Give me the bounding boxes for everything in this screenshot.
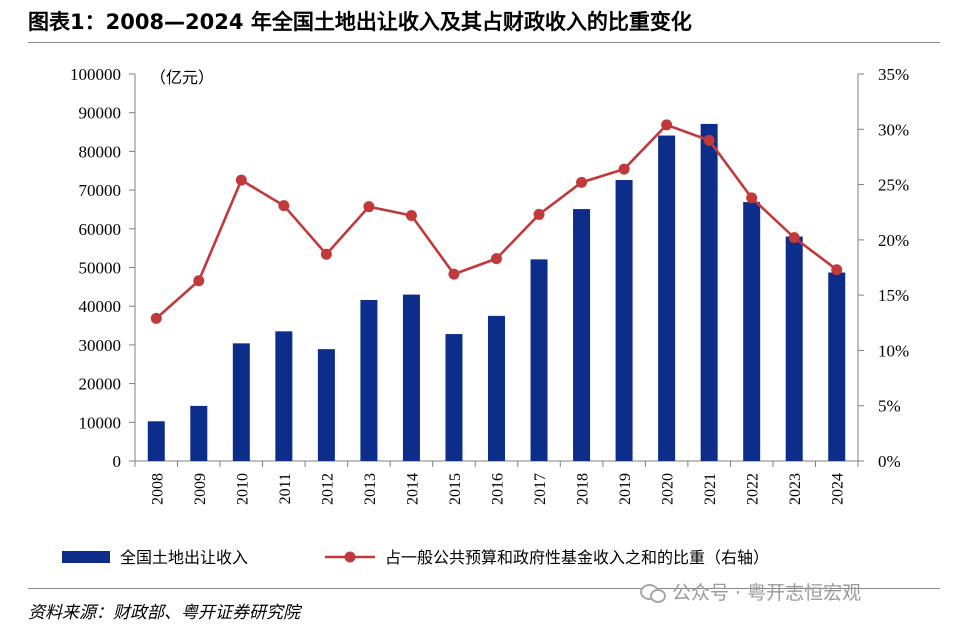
legend-swatch-marker (344, 551, 356, 563)
line-point (235, 174, 247, 186)
left-tick-label: 10000 (79, 413, 122, 432)
bar (828, 272, 846, 461)
title-divider (28, 42, 940, 43)
line-point (363, 201, 375, 213)
legend-label-line: 占一般公共预算和政府性基金收入之和的比重（右轴） (385, 548, 769, 567)
bar (445, 334, 463, 461)
left-tick-label: 100000 (70, 65, 121, 84)
x-tick-label: 2017 (532, 473, 549, 505)
right-tick-label: 30% (878, 120, 909, 139)
bar (147, 421, 165, 461)
line-path (155, 123, 838, 320)
line-point (278, 200, 290, 212)
line-point (150, 312, 162, 324)
bar (615, 180, 633, 461)
axes: 0 10000 20000 30000 40000 50000 60000 70000 8000… (70, 65, 909, 505)
x-tick-label: 2023 (787, 473, 804, 505)
line-series (150, 119, 843, 324)
bar (700, 123, 718, 461)
watermark: 公众号 · 粤开志恒宏观 (640, 578, 861, 605)
x-tick-label: 2022 (745, 473, 762, 505)
line-point (576, 176, 588, 188)
x-tick-label: 2008 (149, 473, 166, 505)
left-tick-label: 90000 (79, 104, 122, 123)
right-tick-label: 25% (878, 176, 909, 195)
chart-title: 图表1：2008—2024 年全国土地出让收入及其占财政收入的比重变化 (28, 10, 692, 34)
x-tick-label: 2018 (575, 473, 592, 505)
left-tick-label: 0 (113, 452, 122, 471)
line-point (193, 275, 205, 287)
right-tick-label: 10% (878, 341, 909, 360)
x-tick-label: 2009 (192, 473, 209, 505)
line-point (491, 253, 502, 265)
bar-series (147, 123, 846, 462)
bar (360, 300, 378, 461)
legend-swatch-bar (62, 551, 110, 563)
line-point (533, 208, 545, 220)
bar (402, 294, 420, 461)
source-note: 资料来源：财政部、粤开证券研究院 (28, 603, 300, 623)
x-tick-label: 2020 (660, 473, 677, 505)
x-tick-label: 2019 (617, 473, 634, 505)
x-tick-label: 2015 (447, 473, 464, 505)
x-tick-label: 2016 (490, 473, 507, 505)
left-tick-label: 30000 (79, 336, 122, 355)
bar (573, 209, 591, 461)
right-tick-label: 5% (878, 397, 901, 416)
bar (488, 315, 505, 461)
source-divider (28, 588, 940, 589)
watermark-text: 公众号 · 粤开志恒宏观 (672, 582, 862, 604)
x-tick-label: 2013 (362, 473, 379, 505)
bar (658, 135, 676, 461)
line-point (405, 210, 417, 222)
x-tick-label: 2010 (234, 473, 251, 505)
left-tick-label: 20000 (79, 375, 122, 394)
line-point (703, 134, 715, 146)
left-tick-label: 80000 (79, 142, 122, 161)
left-tick-label: 40000 (79, 297, 122, 316)
x-tick-label: 2021 (702, 473, 719, 505)
bar (530, 259, 548, 461)
x-tick-label: 2012 (319, 473, 336, 505)
legend: 全国土地出让收入 占一般公共预算和政府性基金收入之和的比重（右轴） (62, 548, 769, 567)
line-point (661, 119, 673, 131)
line-point (320, 248, 332, 260)
line-point (788, 232, 800, 244)
bar (785, 236, 803, 461)
left-axis-unit: （亿元） (150, 68, 214, 87)
line-point (831, 264, 843, 276)
x-tick-label: 2011 (277, 473, 294, 504)
bar (317, 349, 335, 461)
wechat-icon (640, 582, 666, 603)
right-tick-label: 0% (878, 452, 901, 471)
line-point (448, 268, 460, 280)
right-tick-label: 15% (878, 286, 909, 305)
left-tick-label: 60000 (79, 220, 122, 239)
right-tick-label: 20% (878, 231, 909, 250)
left-tick-label: 50000 (79, 259, 122, 278)
line-point (618, 163, 630, 175)
right-tick-label: 35% (878, 65, 909, 84)
x-tick-label: 2024 (830, 473, 847, 505)
x-tick-label: 2014 (404, 473, 421, 505)
bar (232, 343, 250, 461)
left-tick-label: 70000 (79, 181, 122, 200)
line-point (746, 192, 758, 204)
bar (275, 331, 293, 461)
bar (190, 405, 208, 461)
legend-label-bar: 全国土地出让收入 (120, 548, 248, 567)
bar (743, 202, 761, 462)
